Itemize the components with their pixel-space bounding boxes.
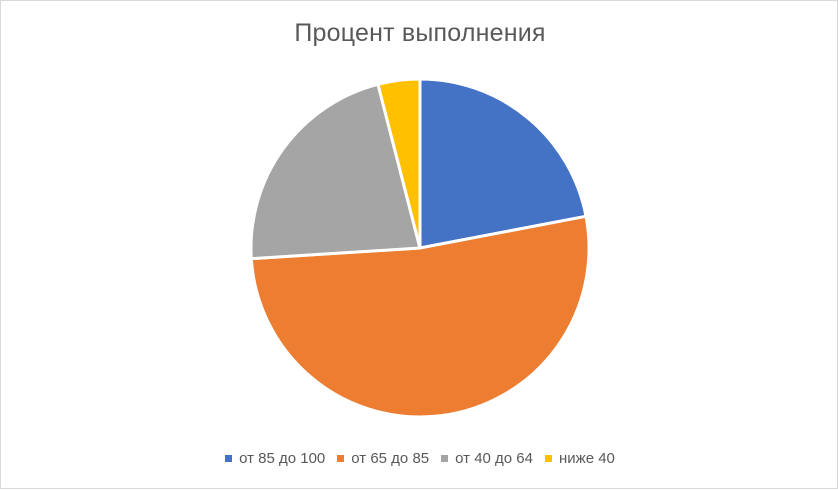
pie-slice-1 (249, 214, 591, 419)
pie-slice-2 (249, 82, 422, 261)
legend-label: от 40 до 64 (455, 450, 533, 467)
chart-legend: от 85 до 100 от 65 до 85 от 40 до 64 ниж… (1, 450, 838, 467)
legend-item-0: от 85 до 100 (225, 450, 325, 467)
pie-slice-0 (418, 77, 588, 250)
legend-item-1: от 65 до 85 (337, 450, 429, 467)
legend-item-3: ниже 40 (545, 450, 615, 467)
legend-item-2: от 40 до 64 (441, 450, 533, 467)
legend-label: ниже 40 (559, 450, 615, 467)
pie-slices (249, 77, 591, 419)
chart-title: Процент выполнения (294, 19, 546, 47)
legend-swatch (545, 455, 552, 462)
legend-label: от 65 до 85 (351, 450, 430, 467)
legend-swatch (225, 455, 233, 462)
legend-swatch (337, 455, 345, 462)
legend-swatch (441, 455, 449, 462)
legend-label: от 85 до 100 (239, 450, 326, 467)
pie-slice-3 (376, 77, 422, 250)
